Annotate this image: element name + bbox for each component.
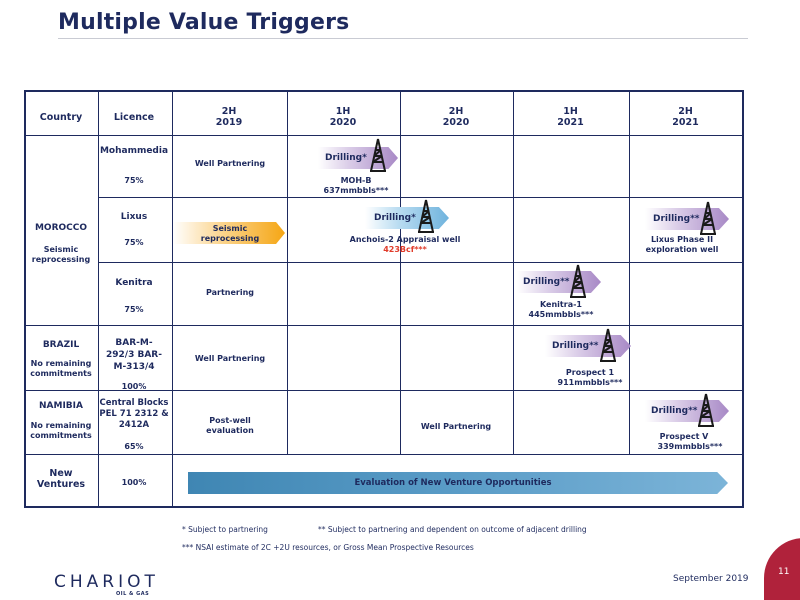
lixus-seismic-arrow: [173, 222, 285, 244]
drilling-rig-icon: [570, 264, 586, 298]
drilling-rig-icon: [418, 199, 434, 233]
lixus-phase2-target: Lixus Phase II exploration well: [645, 235, 719, 254]
row-divider: [98, 197, 742, 198]
header-period-1: 2H 2019: [172, 106, 286, 128]
title-divider: [58, 38, 748, 39]
country-brazil-note: No remaining commitments: [30, 359, 92, 378]
licence-namibia: Central Blocks PEL 71 2312 & 2412A: [99, 398, 169, 430]
licence-brazil-share: 100%: [121, 382, 147, 391]
header-period-3: 2H 2020: [400, 106, 512, 128]
lixus-drilling-label: Drilling*: [374, 213, 416, 223]
lixus-phase2-drilling-label: Drilling**: [653, 214, 700, 224]
brazil-target: Prospect 1: [565, 368, 615, 377]
kenitra-drilling-label: Drilling**: [523, 277, 570, 287]
column-divider: [98, 92, 99, 506]
lixus-seismic-label: Seismic reprocessing: [200, 224, 260, 243]
footnote-1: * Subject to partnering: [182, 525, 268, 534]
licence-namibia-share: 65%: [124, 442, 144, 451]
licence-lixus: Lixus: [120, 212, 148, 222]
period-half: 2H: [448, 106, 464, 117]
period-half: 1H: [335, 106, 351, 117]
column-divider: [287, 92, 288, 454]
namibia-drilling-label: Drilling**: [651, 406, 698, 416]
column-divider: [400, 92, 401, 454]
page-title: Multiple Value Triggers: [58, 10, 350, 35]
drilling-rig-icon: [698, 393, 714, 427]
company-logo: CHARIOT: [54, 572, 159, 592]
drilling-rig-icon: [700, 201, 716, 235]
period-half: 2H: [221, 106, 237, 117]
namibia-post-well: Post-well evaluation: [206, 416, 254, 435]
country-morocco-note: Seismic reprocessing: [31, 245, 91, 264]
period-year: 2021: [672, 117, 699, 128]
header-period-2: 1H 2020: [287, 106, 399, 128]
column-divider: [513, 92, 514, 454]
licence-brazil: BAR-M-292/3 BAR-M-313/4: [106, 338, 162, 372]
mohammedia-volume: 637mmbbls***: [323, 186, 389, 195]
header-licence: Licence: [113, 112, 155, 123]
footnote-3: *** NSAI estimate of 2C +2U resources, o…: [182, 543, 474, 552]
header-country: Country: [39, 112, 83, 123]
row-divider: [98, 262, 742, 263]
row-divider: [26, 454, 742, 455]
licence-kenitra-share: 75%: [124, 305, 144, 314]
period-year: 2021: [557, 117, 584, 128]
brazil-drilling-label: Drilling**: [552, 341, 599, 351]
period-year: 2020: [442, 117, 470, 128]
row-divider: [26, 390, 742, 391]
licence-mohammedia-share: 75%: [124, 176, 144, 185]
brazil-volume: 911mmbbls***: [557, 378, 623, 387]
country-brazil: BRAZIL: [42, 340, 80, 350]
brazil-partnering: Well Partnering: [194, 354, 266, 363]
company-logo-subtitle: OIL & GAS: [116, 591, 150, 597]
timeline-table: [24, 90, 744, 508]
country-new-ventures: New Ventures: [36, 468, 86, 490]
kenitra-partnering: Partnering: [205, 288, 255, 297]
country-namibia: NAMIBIA: [39, 401, 83, 411]
row-divider: [26, 135, 742, 136]
lixus-target: Anchois-2 Appraisal well: [349, 235, 461, 244]
kenitra-target: Kenitra-1: [540, 300, 582, 309]
country-namibia-note: No remaining commitments: [30, 421, 92, 440]
namibia-partnering: Well Partnering: [420, 422, 492, 431]
licence-new-ventures-share: 100%: [121, 478, 147, 487]
period-half: 2H: [678, 106, 693, 117]
country-morocco: MOROCCO: [34, 223, 88, 233]
licence-mohammedia: Mohammedia: [99, 146, 169, 156]
mohammedia-target: MOH-B: [340, 176, 372, 185]
page-number: 11: [778, 567, 790, 577]
lixus-volume: 423Bcf***: [383, 245, 427, 254]
period-half: 1H: [563, 106, 578, 117]
new-ventures-evaluation-label: Evaluation of New Venture Opportunities: [354, 478, 552, 488]
column-divider: [629, 92, 630, 454]
namibia-target: Prospect V: [659, 432, 709, 441]
kenitra-volume: 445mmbbls***: [528, 310, 594, 319]
column-divider: [172, 92, 173, 506]
licence-kenitra: Kenitra: [115, 278, 153, 288]
namibia-volume: 339mmbbls***: [657, 442, 723, 451]
new-ventures-evaluation-arrow: [188, 472, 728, 494]
header-period-4: 1H 2021: [513, 106, 628, 128]
row-divider: [26, 325, 742, 326]
mohammedia-partnering: Well Partnering: [194, 159, 266, 168]
header-period-5: 2H 2021: [629, 106, 742, 128]
mohammedia-drilling-label: Drilling*: [325, 153, 367, 163]
licence-lixus-share: 75%: [124, 238, 144, 247]
drilling-rig-icon: [600, 328, 616, 362]
period-year: 2019: [215, 117, 243, 128]
footnote-2: ** Subject to partnering and dependent o…: [318, 525, 587, 534]
period-year: 2020: [329, 117, 357, 128]
footer-date: September 2019: [673, 574, 749, 584]
drilling-rig-icon: [370, 138, 386, 172]
